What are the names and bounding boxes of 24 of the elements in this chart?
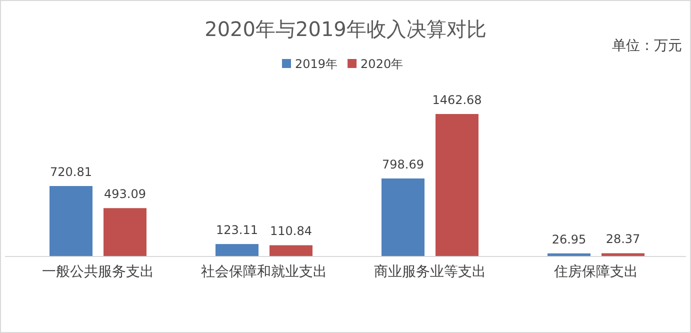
data-label: 720.81 [50,165,92,180]
data-label: 493.09 [104,187,146,202]
data-label: 110.84 [270,224,312,238]
x-tick-label: 住房保障支出 [553,264,638,280]
x-tick-label: 一般公共服务支出 [42,264,154,280]
bar [436,114,478,256]
text: 单位：万元 [612,38,682,54]
x-tick-label: 社会保障和就业支出 [201,264,327,280]
bar [602,253,644,256]
bar [216,244,258,256]
data-label: 1462.68 [432,93,482,107]
chart-title: 2020年与2019年收入决算对比 [204,17,486,41]
legend-label: 2020年 [360,57,404,71]
legend-label: 2019年 [295,57,338,71]
bar [104,208,146,256]
data-label: 26.95 [552,232,586,246]
bar [270,245,312,256]
bar [548,253,590,256]
bar [382,178,424,256]
bar [50,186,92,256]
data-label: 123.11 [216,223,258,238]
data-label: 798.69 [382,157,424,172]
data-label: 28.37 [606,232,640,246]
x-tick-label: 商业服务业等支出 [374,264,486,280]
